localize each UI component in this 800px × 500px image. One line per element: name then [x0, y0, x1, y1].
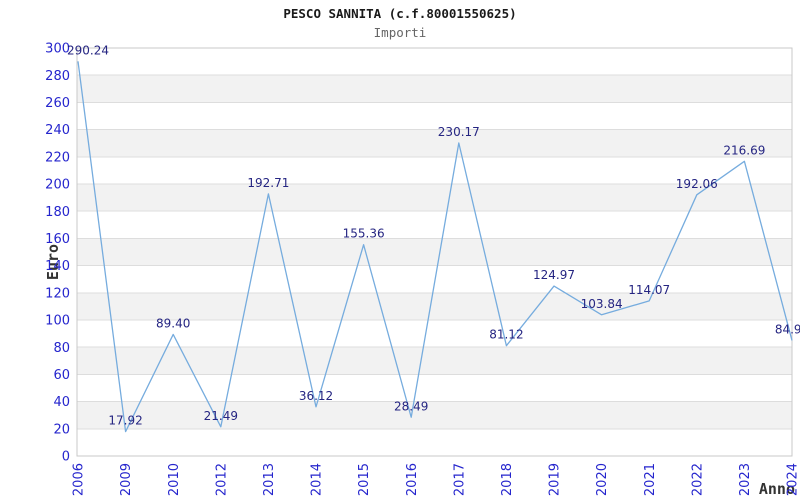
- x-tick-label: 2024: [786, 463, 800, 496]
- y-tick-label: 280: [45, 69, 70, 84]
- x-tick-label: 2023: [738, 463, 753, 496]
- data-line: [77, 61, 793, 433]
- y-tick-label: 20: [53, 422, 70, 437]
- x-tick-label: 2014: [310, 463, 325, 496]
- data-point-label: 21.49: [204, 409, 238, 423]
- x-tick-label: 2016: [405, 463, 420, 496]
- data-point-label: 124.97: [533, 268, 575, 282]
- x-tick-label: 2018: [500, 463, 515, 496]
- y-tick-label: 100: [45, 314, 70, 329]
- x-tick-label: 2019: [548, 463, 563, 496]
- data-point-label: 89.40: [156, 316, 190, 330]
- y-tick-label: 260: [45, 96, 70, 111]
- x-tick-label: 2017: [452, 463, 467, 496]
- data-point-label: 114.07: [628, 283, 670, 297]
- data-point-label: 155.36: [343, 227, 385, 241]
- y-tick-label: 0: [62, 450, 70, 465]
- y-tick-label: 40: [53, 395, 70, 410]
- x-tick-label: 2013: [262, 463, 277, 496]
- plot-border: [76, 47, 793, 457]
- plot-band: [77, 184, 792, 212]
- data-point-label: 216.69: [723, 143, 765, 157]
- y-tick-label: 240: [45, 123, 70, 138]
- x-tick-label: 2012: [214, 463, 229, 496]
- chart-title: PESCO SANNITA (c.f.80001550625): [283, 6, 517, 21]
- data-point-label: 36.12: [299, 389, 333, 403]
- plot-band: [77, 292, 792, 320]
- x-tick-label: 2015: [357, 463, 372, 496]
- x-tick-label: 2010: [167, 463, 182, 496]
- y-tick-label: 180: [45, 205, 70, 220]
- plot-band: [77, 238, 792, 266]
- x-axis-title: Anno: [758, 480, 795, 498]
- y-tick-label: 300: [45, 42, 70, 57]
- x-tick-label: 2009: [119, 463, 134, 496]
- plot-band: [77, 75, 792, 103]
- data-point-label: 28.49: [394, 399, 428, 413]
- data-point-label: 17.92: [108, 414, 142, 428]
- x-tick-label: 2020: [595, 463, 610, 496]
- data-point-label: 192.71: [247, 176, 289, 190]
- plot-band: [77, 347, 792, 375]
- data-point-label: 84.98: [775, 322, 800, 336]
- data-point-label: 81.12: [489, 328, 523, 342]
- plot-band: [77, 129, 792, 157]
- plot-band: [77, 401, 792, 429]
- data-point-label: 103.84: [581, 297, 623, 311]
- y-tick-label: 60: [53, 368, 70, 383]
- y-tick-label: 120: [45, 286, 70, 301]
- y-tick-label: 80: [53, 341, 70, 356]
- x-tick-label: 2006: [72, 463, 87, 496]
- data-point-label: 192.06: [676, 177, 718, 191]
- x-tick-label: 2021: [643, 463, 658, 496]
- y-tick-label: 200: [45, 178, 70, 193]
- chart-subtitle: Importi: [373, 25, 427, 40]
- y-tick-label: 160: [45, 232, 70, 247]
- data-point-label: 290.24: [67, 43, 109, 57]
- x-tick-label: 2022: [690, 463, 705, 496]
- data-point-label: 230.17: [438, 125, 480, 139]
- y-tick-label: 220: [45, 150, 70, 165]
- y-tick-label: 140: [45, 259, 70, 274]
